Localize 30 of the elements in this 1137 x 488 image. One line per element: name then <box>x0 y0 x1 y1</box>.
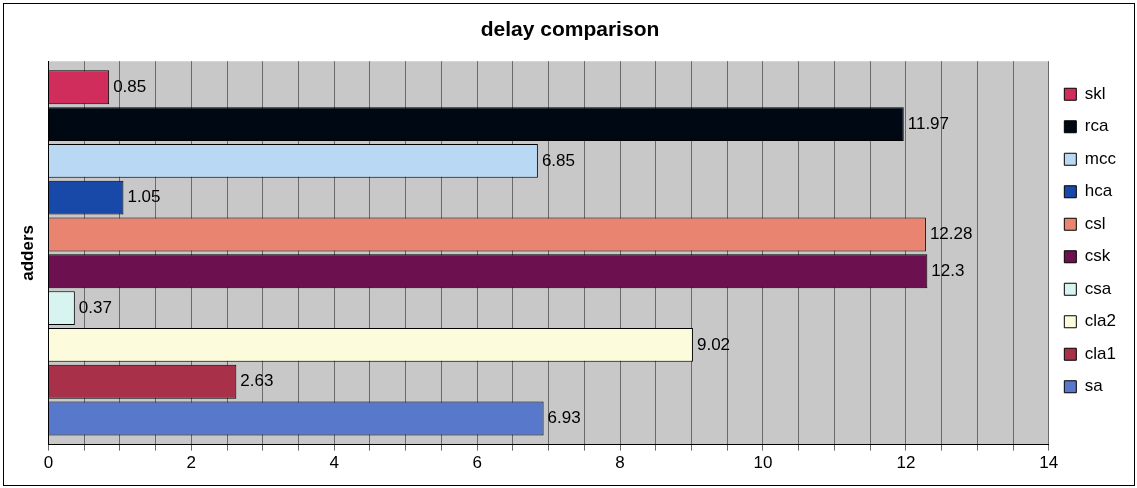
x-tick-label: 4 <box>329 453 339 473</box>
legend-label: rca <box>1084 116 1109 136</box>
data-label: 2.63 <box>240 371 274 391</box>
legend-label: sa <box>1084 376 1104 396</box>
data-label: 6.93 <box>547 408 581 428</box>
legend-label: mcc <box>1084 148 1117 168</box>
data-label: 0.37 <box>78 297 112 317</box>
legend-label: csa <box>1084 278 1112 298</box>
legend-label: hca <box>1084 181 1113 201</box>
data-label: 12.3 <box>931 260 965 280</box>
data-label: 6.85 <box>541 150 575 170</box>
x-tick-label: 10 <box>753 453 773 473</box>
legend-label: cla1 <box>1084 343 1116 363</box>
data-label: 11.97 <box>907 113 950 133</box>
chart-title: delay comparison <box>480 17 660 41</box>
legend-label: csk <box>1084 246 1111 266</box>
x-tick-label: 2 <box>186 453 197 473</box>
x-tick-label: 6 <box>472 453 482 473</box>
data-label: 12.28 <box>929 224 973 244</box>
data-label: 1.05 <box>127 187 161 207</box>
x-tick-label: 0 <box>43 453 54 473</box>
legend-label: csl <box>1084 213 1106 233</box>
x-tick-label: 14 <box>1039 453 1059 473</box>
data-label: 0.85 <box>113 76 147 96</box>
legend-label: cla2 <box>1084 311 1116 331</box>
legend-label: skl <box>1084 83 1106 103</box>
x-tick-label: 12 <box>896 453 916 473</box>
x-tick-label: 8 <box>615 453 625 473</box>
data-label: 9.02 <box>696 334 731 354</box>
y-axis-title: adders <box>17 225 37 281</box>
